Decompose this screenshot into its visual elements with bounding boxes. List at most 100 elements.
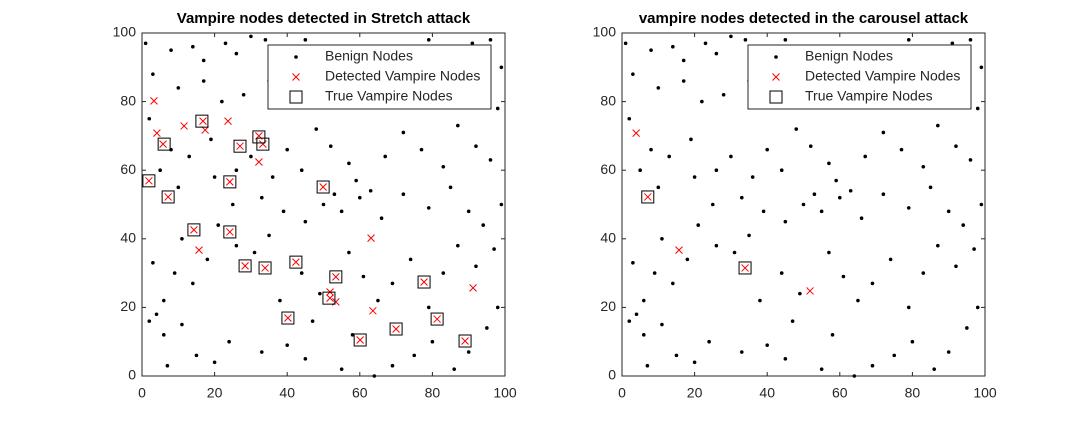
detected-node: [331, 273, 340, 281]
benign-node: [674, 353, 679, 358]
benign-node: [906, 206, 911, 210]
benign-node: [729, 34, 733, 39]
benign-node: [474, 144, 478, 148]
benign-node: [641, 333, 646, 337]
benign-node: [870, 281, 875, 286]
benign-node: [975, 106, 980, 111]
benign-node: [649, 48, 653, 52]
benign-node: [176, 86, 181, 90]
benign-node: [700, 99, 704, 104]
benign-node: [390, 363, 395, 368]
benign-node: [721, 92, 726, 97]
benign-node: [379, 216, 384, 221]
detected-node: [145, 176, 153, 185]
benign-node: [216, 223, 221, 227]
benign-node: [685, 257, 690, 262]
benign-node: [347, 250, 351, 255]
true-node: [238, 259, 252, 273]
x-tick-label: 80: [425, 385, 441, 401]
benign-node: [201, 58, 206, 63]
detected-node: [367, 234, 375, 242]
benign-node: [881, 130, 886, 135]
benign-node: [481, 223, 486, 227]
true-node: [223, 225, 237, 239]
benign-node: [151, 72, 155, 76]
benign-node: [634, 312, 639, 317]
x-tick-label: 0: [618, 385, 626, 401]
benign-node: [972, 247, 976, 251]
detected-node: [180, 122, 188, 130]
true-node: [223, 175, 237, 189]
benign-node: [906, 305, 911, 310]
benign-node: [187, 154, 191, 159]
benign-node: [975, 305, 980, 310]
benign-node: [376, 298, 380, 303]
benign-node: [765, 343, 769, 347]
detected-node: [632, 129, 641, 138]
benign-node: [623, 41, 628, 46]
benign-node: [827, 161, 831, 166]
detected-node: [164, 193, 172, 201]
scatter-chart: Vampire nodes detected in Stretch attack…: [113, 10, 517, 401]
benign-node: [627, 116, 632, 121]
benign-node: [470, 41, 475, 46]
benign-node: [285, 147, 290, 152]
benign-node: [249, 34, 253, 39]
true-node: [641, 190, 655, 204]
benign-node: [681, 79, 686, 83]
benign-node: [906, 38, 911, 42]
benign-node: [932, 367, 936, 371]
detected-node: [461, 337, 469, 345]
detected-node: [261, 264, 269, 272]
benign-node: [499, 65, 504, 70]
y-tick-label: 80: [600, 92, 616, 108]
benign-node: [645, 363, 650, 368]
true-node: [289, 255, 303, 269]
benign-node: [194, 353, 199, 358]
benign-node: [692, 360, 697, 365]
benign-node: [968, 38, 973, 42]
benign-node: [147, 319, 152, 323]
benign-node: [631, 72, 635, 76]
benign-node: [401, 192, 406, 197]
benign-node: [495, 305, 500, 310]
benign-node: [390, 281, 395, 286]
true-node: [417, 275, 431, 289]
benign-node: [812, 192, 817, 197]
benign-node: [350, 333, 355, 337]
benign-node: [303, 38, 308, 42]
detected-node: [643, 193, 652, 201]
detected-node: [150, 97, 158, 105]
benign-node: [220, 99, 224, 104]
true-node: [353, 333, 367, 347]
detected-node: [224, 117, 232, 126]
benign-node: [714, 51, 719, 56]
benign-node: [652, 271, 657, 275]
detected-node: [284, 314, 292, 322]
benign-node: [492, 247, 496, 251]
true-node: [322, 291, 336, 305]
true-node: [316, 180, 330, 194]
detected-node: [675, 246, 683, 254]
benign-node: [714, 168, 719, 172]
y-tick-label: 80: [120, 92, 136, 108]
detected-node: [199, 117, 207, 126]
benign-node: [263, 38, 268, 42]
x-tick-label: 0: [138, 385, 146, 401]
legend-label: Detected Vampire Nodes: [325, 68, 480, 84]
benign-node: [234, 168, 239, 172]
benign-node: [209, 137, 213, 142]
benign-node: [495, 106, 500, 111]
detected-node: [292, 258, 300, 266]
detected-node: [319, 183, 327, 191]
benign-node: [452, 367, 456, 371]
benign-node: [921, 271, 926, 275]
benign-node: [761, 209, 766, 214]
x-tick-label: 60: [832, 385, 848, 401]
legend-marker: [292, 73, 300, 81]
benign-node: [252, 250, 257, 255]
y-tick-label: 100: [593, 24, 617, 40]
benign-node: [223, 41, 228, 46]
y-tick-label: 60: [120, 161, 136, 177]
